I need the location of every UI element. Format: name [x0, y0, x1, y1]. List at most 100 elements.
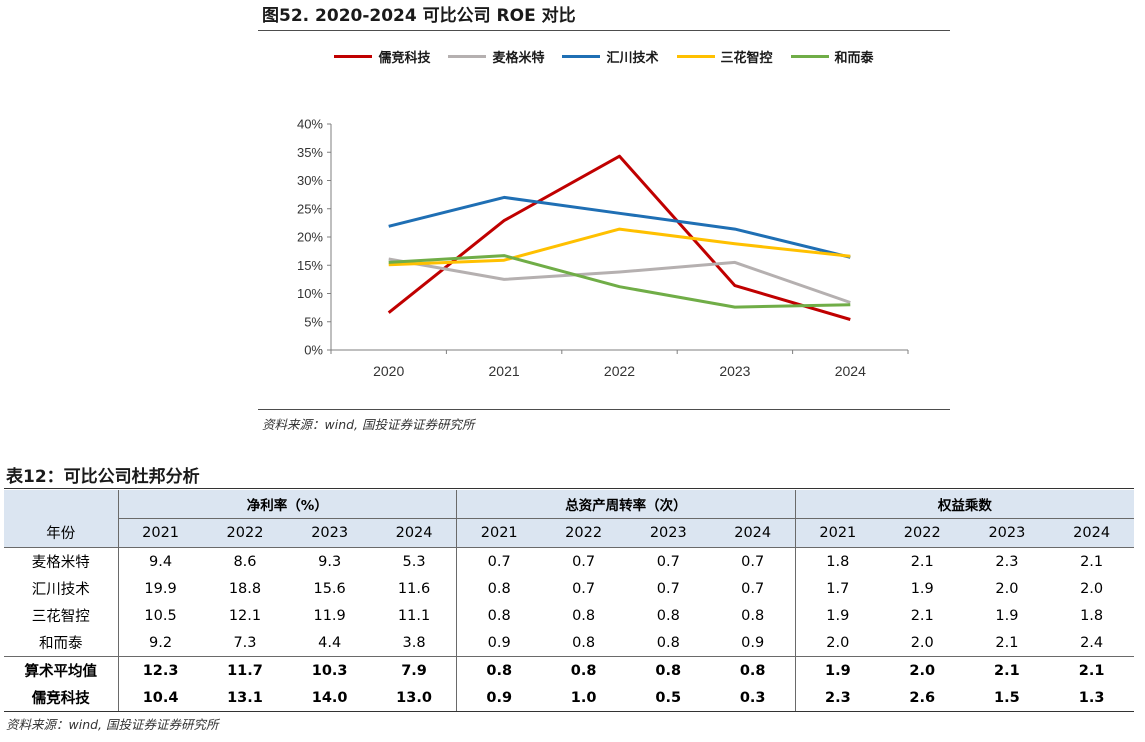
value-cell: 10.5 [117, 602, 203, 629]
year-header-cell: 2023 [287, 518, 372, 548]
legend-label: 三花智控 [720, 50, 773, 66]
value-cell: 14.0 [287, 684, 372, 712]
value-cell: 0.7 [541, 547, 626, 575]
value-cell: 1.9 [910, 580, 934, 597]
table-header-row-years: 年份 2021 2022 2023 2024 2021 2022 2023 2024 2021 20… [4, 518, 1134, 548]
year-header-cell: 2021 [117, 518, 203, 548]
table-row: 汇川技术 19.9 18.8 15.6 11.6 0.8 0.7 0.7 0.7 1.7 1.9 2.… [4, 575, 1134, 602]
value-cell: 0.7 [456, 547, 542, 575]
value-cell: 9.2 [117, 629, 203, 657]
value-cell: 0.8 [572, 607, 596, 624]
table-row: 麦格米特 9.4 8.6 9.3 5.3 0.7 0.7 0.7 0.7 1.8 2.1 2.3 2.1 [4, 547, 1134, 575]
value-cell: 0.5 [625, 684, 711, 712]
value-cell: 2.0 [879, 656, 965, 684]
value-cell: 2.0 [1080, 580, 1104, 597]
value-cell: 2.1 [964, 656, 1050, 684]
value-cell: 0.7 [572, 580, 596, 597]
value-cell: 0.8 [656, 607, 680, 624]
y-tick-label: 25% [297, 201, 323, 216]
value-cell: 11.7 [202, 656, 288, 684]
figure-title-rule [258, 30, 950, 31]
roe-line-chart: 0% 5% 10% 15% 20% 25% 30% 35% 40% 2020 2021 2022 202… [297, 117, 909, 379]
value-cell: 0.9 [456, 629, 542, 657]
value-cell: 1.0 [541, 684, 626, 712]
value-cell: 4.4 [318, 634, 342, 651]
legend-swatch [334, 54, 373, 58]
table-title: 表12：可比公司杜邦分析 [6, 467, 200, 487]
table-row: 儒竞科技 10.4 13.1 14.0 13.0 0.9 1.0 0.5 0.3 2.3 2.6 1.… [4, 684, 1134, 712]
value-cell: 1.3 [1049, 684, 1134, 712]
row-header-cell: 年份 [4, 518, 118, 548]
value-cell: 2.0 [910, 634, 934, 651]
legend-swatch [676, 54, 715, 58]
value-cell: 8.6 [202, 547, 288, 575]
x-tick-label: 2024 [835, 363, 866, 379]
value-cell: 9.4 [117, 547, 203, 575]
value-cell: 2.0 [995, 580, 1019, 597]
series-line [388, 195, 851, 259]
year-header-cell: 2022 [202, 518, 288, 548]
value-cell: 19.9 [117, 575, 203, 602]
table-top-rule [4, 488, 1134, 489]
value-cell: 2.1 [1049, 656, 1134, 684]
value-cell: 2.4 [1080, 634, 1104, 651]
year-header-cell: 2021 [794, 518, 880, 548]
year-header-cell: 2021 [456, 518, 542, 548]
value-cell: 1.8 [794, 547, 880, 575]
x-tick-label: 2022 [604, 363, 635, 379]
figure-source: 资料来源：wind, 国投证券证券研究所 [262, 417, 475, 432]
year-header-cell: 2024 [710, 518, 796, 548]
table-row: 三花智控 10.5 12.1 11.9 11.1 0.8 0.8 0.8 0.8 1.9 2.1 1.… [4, 602, 1134, 629]
company-name-cell: 和而泰 [39, 636, 83, 652]
company-name-cell: 儒竞科技 [4, 684, 118, 712]
value-cell: 3.8 [402, 634, 426, 651]
figure-title: 图52. 2020-2024 可比公司 ROE 对比 [262, 6, 576, 26]
value-cell: 9.3 [287, 547, 372, 575]
value-cell: 0.8 [572, 634, 596, 651]
x-tick-label: 2020 [373, 363, 404, 379]
value-cell: 1.9 [995, 607, 1019, 624]
value-cell: 2.1 [995, 634, 1019, 651]
legend-item: 和而泰 [790, 47, 874, 66]
legend-swatch [448, 54, 487, 58]
value-cell: 0.7 [710, 547, 796, 575]
legend-label: 麦格米特 [492, 50, 545, 66]
y-tick-label: 5% [304, 314, 323, 329]
value-cell: 11.6 [397, 580, 431, 597]
value-cell: 2.1 [1049, 547, 1134, 575]
value-cell: 2.1 [879, 547, 965, 575]
value-cell: 0.8 [741, 607, 765, 624]
legend-item: 儒竞科技 [334, 47, 430, 66]
value-cell: 1.8 [1080, 607, 1104, 624]
company-name-cell: 算术平均值 [4, 656, 118, 684]
table-row: 和而泰 9.2 7.3 4.4 3.8 0.9 0.8 0.8 0.9 2.0 2.0 2.1 2.4 [4, 629, 1134, 657]
x-tick-label: 2021 [489, 363, 520, 379]
value-cell: 0.8 [710, 656, 796, 684]
y-tick-label: 20% [297, 230, 323, 245]
value-cell: 0.7 [625, 547, 711, 575]
value-cell: 0.8 [541, 656, 626, 684]
value-cell: 0.8 [456, 575, 542, 602]
series-line [388, 254, 851, 309]
y-tick-label: 35% [297, 145, 323, 160]
value-cell: 18.8 [228, 580, 262, 597]
x-tick-label: 2023 [719, 363, 750, 379]
value-cell: 1.9 [794, 656, 880, 684]
year-header-cell: 2022 [541, 518, 626, 548]
value-cell: 2.3 [794, 684, 880, 712]
value-cell: 0.8 [656, 634, 680, 651]
value-cell: 1.7 [794, 575, 880, 602]
value-cell: 0.8 [456, 602, 542, 629]
group-header-cell: 净利率（%） [117, 490, 457, 519]
year-header-cell: 2024 [1049, 518, 1134, 548]
value-cell: 0.9 [741, 634, 765, 651]
value-cell: 0.8 [625, 656, 711, 684]
series-line [388, 257, 851, 304]
chart-legend: 儒竞科技 麦格米特 汇川技术 三花智控 和而泰 [258, 44, 950, 68]
legend-label: 汇川技术 [606, 50, 659, 66]
table-header-row-groups: 净利率（%） 总资产周转率（次） 权益乘数 [4, 490, 1134, 519]
y-tick-label: 30% [297, 173, 323, 188]
group-header-cell: 总资产周转率（次） [456, 490, 796, 519]
table-source: 资料来源：wind, 国投证券证券研究所 [6, 717, 219, 732]
value-cell: 0.7 [741, 580, 765, 597]
